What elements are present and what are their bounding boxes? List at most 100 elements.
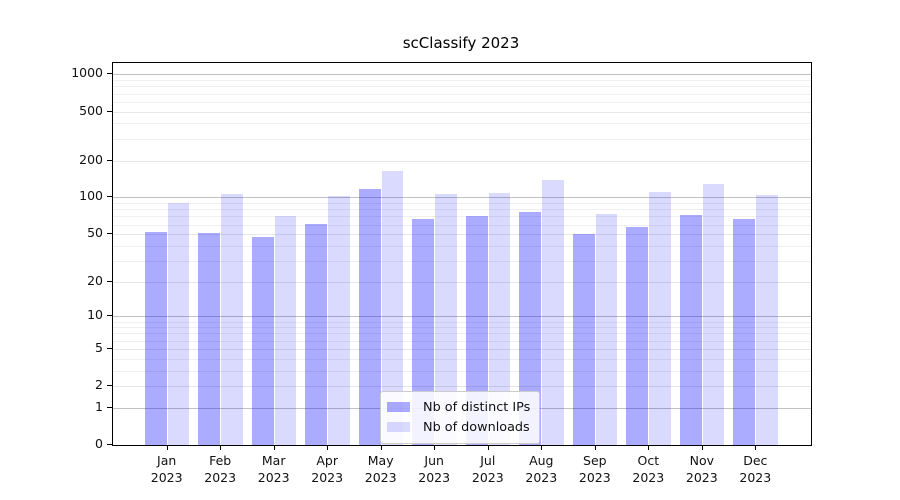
- y-tick-mark-200: [107, 159, 112, 161]
- y-tick-mark-20: [107, 280, 112, 282]
- y-tick-label-200: 200: [79, 151, 103, 167]
- y-tick-label-500: 500: [79, 102, 103, 118]
- legend-label-downloads: Nb of downloads: [423, 419, 530, 435]
- y-tick-label-5: 5: [95, 339, 103, 355]
- gridline-y-6: [113, 340, 811, 342]
- bar-downloads-jul: [488, 192, 511, 445]
- gridline-y-80: [113, 209, 811, 211]
- gridline-y-900: [113, 80, 811, 81]
- x-tick-mark-jul: [487, 445, 489, 450]
- y-tick-label-2: 2: [95, 377, 103, 393]
- bar-distinct-ips-oct: [626, 227, 649, 445]
- y-tick-mark-5: [107, 347, 112, 349]
- y-tick-label-50: 50: [87, 225, 103, 241]
- legend-item-downloads: Nb of downloads: [387, 417, 530, 437]
- bar-distinct-ips-mar: [251, 237, 274, 445]
- y-tick-label-1000: 1000: [71, 65, 103, 81]
- bar-downloads-mar: [274, 216, 297, 445]
- bar-distinct-ips-apr: [305, 223, 328, 445]
- legend-swatch-distinct-ips: [387, 402, 410, 412]
- gridline-y-40: [113, 245, 811, 247]
- bar-downloads-oct: [649, 191, 671, 445]
- x-tick-mark-feb: [220, 445, 222, 450]
- x-tick-label-jul: Jul 2023: [471, 453, 504, 485]
- x-tick-label-oct: Oct 2023: [632, 453, 665, 485]
- x-tick-mark-oct: [648, 445, 650, 450]
- bar-distinct-ips-jul: [465, 215, 488, 445]
- gridline-y-10: [113, 316, 811, 318]
- legend-swatch-downloads: [387, 422, 410, 432]
- bar-distinct-ips-jun: [412, 218, 435, 445]
- bar-downloads-apr: [328, 196, 350, 445]
- y-tick-mark-50: [107, 233, 112, 235]
- x-tick-mark-dec: [755, 445, 757, 450]
- x-tick-label-jan: Jan 2023: [150, 453, 183, 485]
- gridline-y-5: [113, 348, 811, 350]
- gridline-y-4: [113, 358, 811, 360]
- y-tick-label-1: 1: [95, 398, 103, 414]
- bars-layer: [113, 63, 811, 445]
- gridline-y-3: [113, 370, 811, 372]
- bar-downloads-jun: [435, 193, 457, 445]
- y-tick-label-20: 20: [87, 272, 103, 288]
- y-tick-mark-100: [107, 196, 112, 198]
- x-tick-mark-may: [380, 445, 382, 450]
- x-tick-label-may: May 2023: [364, 453, 397, 485]
- x-tick-mark-jun: [434, 445, 436, 450]
- legend-item-distinct-ips: Nb of distinct IPs: [387, 397, 530, 417]
- bar-distinct-ips-dec: [733, 218, 756, 445]
- bar-downloads-nov: [702, 184, 725, 445]
- plot-area: [112, 62, 812, 446]
- y-tick-mark-1000: [107, 73, 112, 75]
- x-tick-mark-sep: [594, 445, 596, 450]
- bar-distinct-ips-may: [358, 189, 381, 445]
- gridline-y-8: [113, 327, 811, 329]
- legend: Nb of distinct IPs Nb of downloads: [380, 391, 541, 444]
- gridline-y-2: [113, 386, 811, 388]
- gridline-y-1000: [113, 74, 811, 76]
- bar-distinct-ips-feb: [198, 233, 221, 445]
- y-tick-label-100: 100: [79, 188, 103, 204]
- x-tick-label-aug: Aug 2023: [525, 453, 558, 485]
- y-tick-mark-2: [107, 385, 112, 387]
- gridline-y-20: [113, 281, 811, 283]
- x-tick-mark-nov: [701, 445, 703, 450]
- x-tick-label-feb: Feb 2023: [204, 453, 237, 485]
- x-tick-mark-apr: [327, 445, 329, 450]
- gridline-y-500: [113, 111, 811, 113]
- y-tick-mark-10: [107, 315, 112, 317]
- y-tick-label-10: 10: [87, 307, 103, 323]
- gridline-y-400: [113, 123, 811, 125]
- bar-downloads-feb: [221, 193, 243, 445]
- gridline-y-50: [113, 234, 811, 236]
- bar-downloads-jan: [167, 203, 190, 445]
- bar-downloads-sep: [595, 214, 618, 445]
- gridline-y-9: [113, 321, 811, 323]
- gridline-y-100: [113, 197, 811, 199]
- gridline-y-60: [113, 224, 811, 226]
- bar-distinct-ips-jan: [144, 232, 167, 445]
- chart-title: scClassify 2023: [402, 34, 520, 52]
- bar-downloads-dec: [756, 195, 778, 445]
- gridline-y-700: [113, 93, 811, 95]
- gridline-y-600: [113, 101, 811, 103]
- legend-label-distinct-ips: Nb of distinct IPs: [423, 399, 531, 415]
- gridline-y-300: [113, 138, 811, 140]
- gridline-y-70: [113, 216, 811, 218]
- x-tick-label-nov: Nov 2023: [685, 453, 718, 485]
- x-tick-label-sep: Sep 2023: [578, 453, 611, 485]
- bar-distinct-ips-nov: [679, 214, 702, 445]
- x-tick-mark-jan: [166, 445, 168, 450]
- bar-distinct-ips-aug: [519, 212, 542, 445]
- y-tick-label-0: 0: [95, 436, 103, 451]
- y-tick-mark-500: [107, 110, 112, 112]
- gridline-y-200: [113, 160, 811, 162]
- gridline-y-90: [113, 203, 811, 204]
- bar-distinct-ips-sep: [572, 234, 595, 445]
- gridline-y-7: [113, 333, 811, 335]
- y-tick-mark-0: [107, 444, 112, 445]
- x-tick-label-jun: Jun 2023: [418, 453, 451, 485]
- bar-downloads-may: [381, 171, 404, 445]
- gridline-y-800: [113, 86, 811, 88]
